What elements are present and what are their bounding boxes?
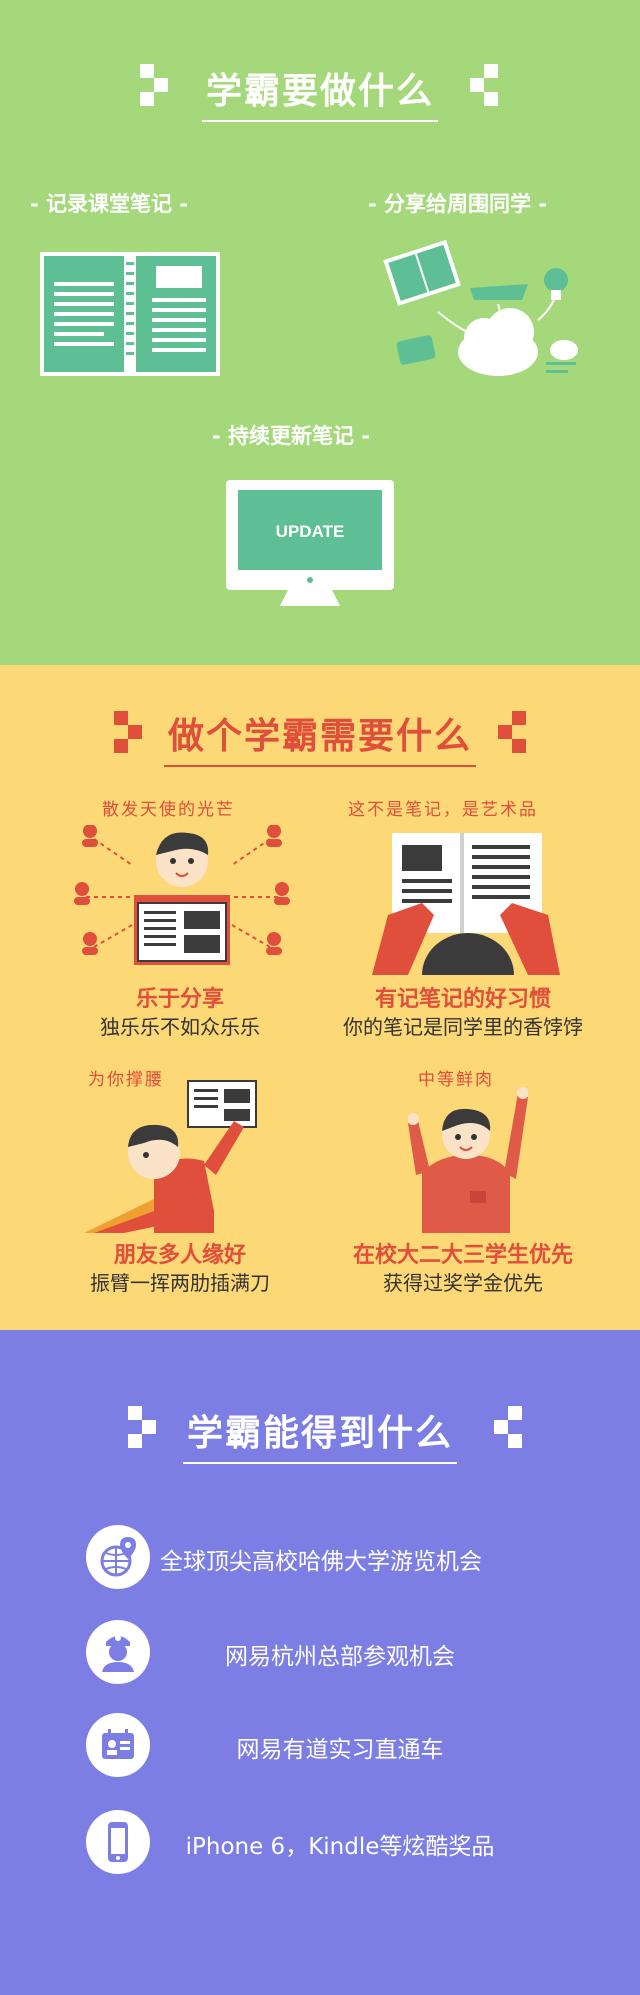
fresh-student-illustration [408,1087,528,1233]
pixel-deco-right [470,64,498,106]
phone-icon [86,1810,150,1874]
pixel-deco-left [128,1406,156,1448]
section-what-needed: 做个学霸需要什么 散发天使的光芒 乐于分享 独乐乐不如众乐乐 这不是笔记，是艺术… [0,665,640,1330]
section-title-row: 学霸能得到什么 [0,1404,640,1464]
item-title: 有记笔记的好习惯 [374,987,551,1012]
pixel-deco-right [498,711,526,753]
item-label-record-notes: - 记录课堂笔记 - [30,192,189,216]
section-title-row: 学霸要做什么 [0,62,640,122]
reward-text: 网易有道实习直通车 [236,1737,444,1763]
monitor-icon: UPDATE [226,480,394,606]
reward-text: 全球顶尖高校哈佛大学游览机会 [160,1549,482,1575]
item-title: 在校大二大三学生优先 [352,1243,573,1268]
share-cloud-icon [383,240,578,376]
item-subtitle: 获得过奖学金优先 [383,1271,543,1295]
id-card-icon [86,1713,150,1777]
section-title: 学霸要做什么 [201,62,438,122]
item-title: 朋友多人缘好 [113,1243,246,1268]
reward-text: 网易杭州总部参观机会 [225,1644,455,1670]
monitor-update-text: UPDATE [276,522,345,541]
section-title-row: 做个学霸需要什么 [0,707,640,767]
item-label-update: - 持续更新笔记 - [212,424,371,448]
handwriting-caption: 为你撑腰 [88,1070,164,1090]
handwriting-caption: 中等鲜肉 [418,1070,494,1090]
globe-location-icon [86,1525,150,1589]
reward-text: iPhone 6，Kindle等炫酷奖品 [185,1834,495,1860]
pixel-deco-left [114,711,142,753]
guide-person-icon [86,1620,150,1684]
section-title: 学霸能得到什么 [182,1404,457,1464]
item-subtitle: 独乐乐不如众乐乐 [100,1015,260,1039]
support-friend-illustration [84,1080,257,1233]
handwriting-caption: 散发天使的光芒 [102,800,235,820]
item-subtitle: 振臂一挥两肋插满刀 [90,1271,270,1295]
item-label-share: - 分享给周围同学 - [368,192,548,216]
sharing-person-illustration [74,825,290,965]
pixel-deco-left [140,64,168,106]
section-what-to-do: 学霸要做什么 - 记录课堂笔记 - - 分享给周围同学 - - 持续更新笔记 - [0,0,640,665]
notebook-icon [40,252,220,376]
handwriting-caption: 这不是笔记，是艺术品 [348,800,538,820]
pixel-deco-right [494,1406,522,1448]
notes-art-illustration [372,833,560,975]
item-title: 乐于分享 [135,987,224,1012]
item-subtitle: 你的笔记是同学里的香饽饽 [343,1015,583,1039]
section-what-gained: 学霸能得到什么 全球顶尖高校哈佛大学游览机会 网易杭州总部参观机会 网易有道实习 [0,1330,640,1995]
section-title: 做个学霸需要什么 [163,707,476,767]
